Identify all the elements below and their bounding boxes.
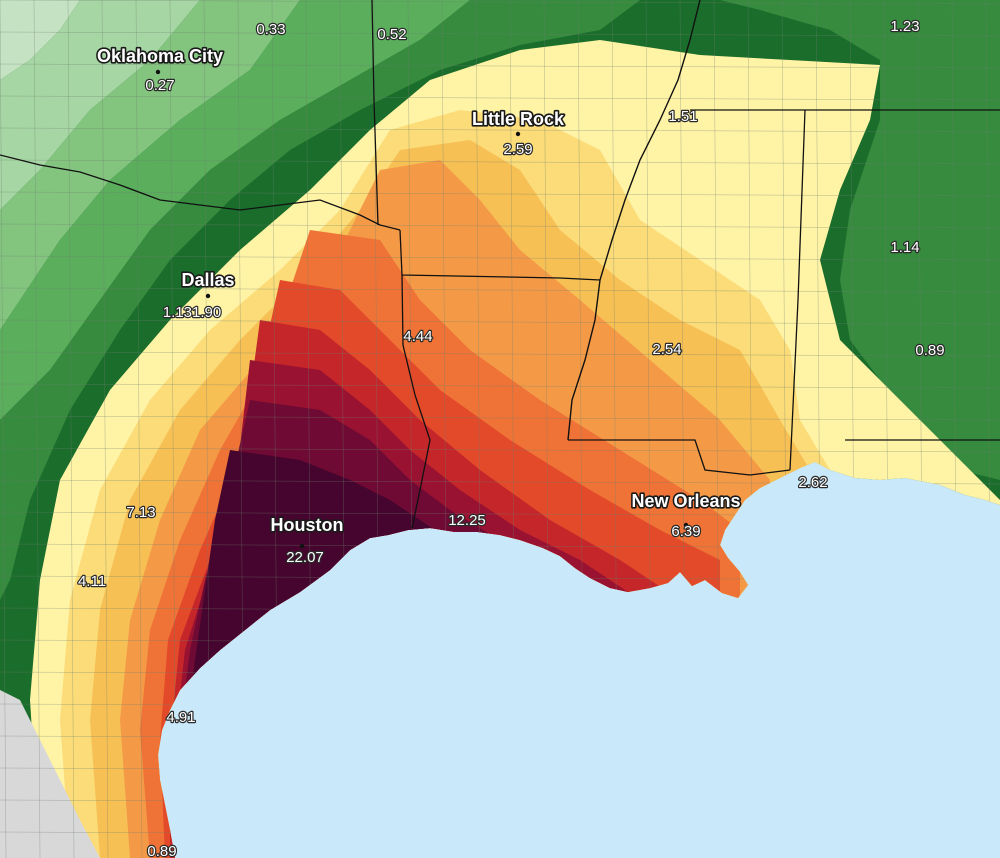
rain-band-4b bbox=[720, 0, 1000, 480]
arkansas-louisiana-border bbox=[399, 229, 601, 281]
rain-band-3 bbox=[0, 0, 470, 420]
city-value-oklahoma-city: 0.27 bbox=[145, 77, 174, 94]
city-value-houston: 22.07 bbox=[286, 549, 324, 566]
county-line bbox=[0, 319, 1000, 325]
city-label-little-rock: Little Rock bbox=[472, 109, 565, 129]
county-line bbox=[0, 191, 1000, 197]
rainfall-value: 4.91 bbox=[166, 709, 195, 726]
county-line bbox=[101, 0, 109, 858]
rainfall-value: 1.14 bbox=[890, 239, 919, 256]
county-line bbox=[0, 287, 1000, 293]
rainfall-value: 12.25 bbox=[448, 512, 486, 529]
rainfall-value: 2.62 bbox=[798, 474, 827, 491]
city-value-dallas: 1.131.90 bbox=[163, 304, 221, 321]
rainfall-value: 1.23 bbox=[890, 18, 919, 35]
texas-louisiana-border bbox=[401, 274, 431, 529]
rainfall-value: 0.33 bbox=[256, 21, 285, 38]
city-value-little-rock: 2.59 bbox=[503, 141, 532, 158]
louisiana-mississippi-border bbox=[568, 439, 791, 476]
little-rock-marker bbox=[515, 131, 521, 137]
county-line bbox=[0, 95, 1000, 101]
county-line bbox=[0, 127, 1000, 133]
county-line bbox=[0, 159, 1000, 165]
county-line bbox=[0, 31, 1000, 37]
new-orleans-marker bbox=[683, 522, 689, 528]
rainfall-value: 0.52 bbox=[377, 26, 406, 43]
rainfall-value: 1.51 bbox=[668, 108, 697, 125]
rainfall-value: 0.89 bbox=[147, 843, 176, 858]
county-line bbox=[67, 0, 75, 858]
city-label-new-orleans: New Orleans bbox=[631, 491, 740, 511]
rainfall-value: 4.11 bbox=[78, 573, 106, 590]
county-line bbox=[33, 0, 41, 858]
rainfall-value: 4.44 bbox=[403, 328, 432, 345]
county-line bbox=[0, 0, 1000, 5]
city-markers bbox=[155, 69, 689, 549]
city-label-houston: Houston bbox=[271, 515, 344, 535]
county-line bbox=[0, 0, 7, 858]
oklahoma-city-marker bbox=[155, 69, 161, 75]
oklahoma-arkansas-border bbox=[371, 0, 379, 226]
state-borders bbox=[0, 0, 1000, 529]
rain-band-0 bbox=[0, 0, 80, 80]
red-river-border bbox=[0, 154, 401, 231]
county-line bbox=[0, 223, 1000, 229]
county-line bbox=[0, 447, 1000, 453]
houston-marker bbox=[299, 543, 305, 549]
rainfall-value: 0.89 bbox=[915, 342, 944, 359]
county-line bbox=[135, 0, 143, 858]
mississippi-river bbox=[567, 0, 701, 441]
city-label-dallas: Dallas bbox=[181, 270, 234, 290]
county-line bbox=[0, 383, 1000, 389]
mexico-region bbox=[0, 690, 100, 858]
rainfall-value: 7.13 bbox=[126, 504, 155, 521]
mississippi-alabama-border bbox=[789, 109, 806, 471]
rain-band-2 bbox=[0, 0, 300, 330]
rain-band-1 bbox=[0, 0, 200, 210]
rainfall-value: 2.54 bbox=[652, 341, 681, 358]
county-line bbox=[0, 255, 1000, 261]
rain-band-4 bbox=[0, 0, 640, 600]
city-label-oklahoma-city: Oklahoma City bbox=[97, 46, 223, 66]
county-line bbox=[0, 63, 1000, 69]
county-line bbox=[0, 415, 1000, 421]
county-line bbox=[0, 351, 1000, 357]
city-value-new-orleans: 6.39 bbox=[671, 523, 700, 540]
dallas-marker bbox=[205, 293, 211, 299]
